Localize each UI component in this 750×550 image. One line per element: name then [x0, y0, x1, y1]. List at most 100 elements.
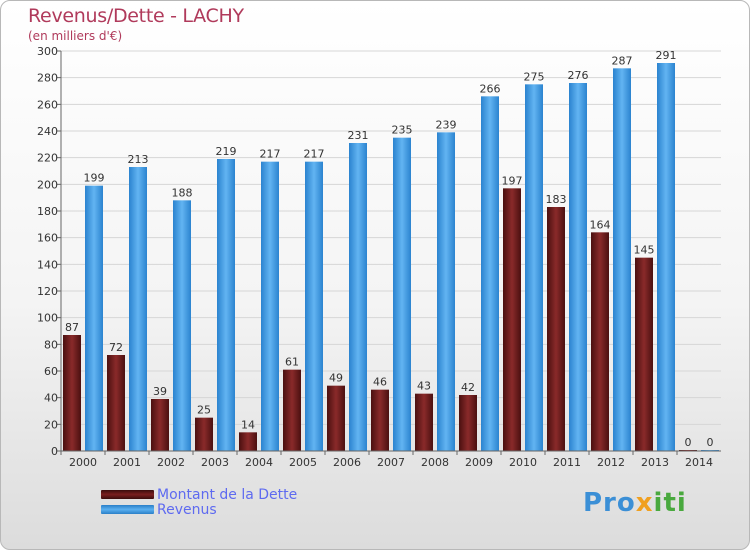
data-label: 0 — [707, 436, 714, 449]
data-label: 197 — [502, 174, 523, 187]
bar-revenue — [261, 161, 279, 451]
data-label: 266 — [480, 82, 501, 95]
bar-revenue — [217, 159, 235, 451]
y-tick-label: 220 — [37, 152, 58, 165]
y-tick-label: 160 — [37, 232, 58, 245]
bar-debt — [371, 389, 389, 451]
x-tick-label: 2010 — [509, 456, 537, 469]
bar-revenue — [657, 63, 675, 451]
legend: Montant de la Dette Revenus — [101, 486, 298, 518]
bar-debt — [283, 369, 301, 451]
x-tick-label: 2013 — [641, 456, 669, 469]
y-tick-label: 60 — [44, 365, 58, 378]
data-label: 25 — [197, 404, 211, 417]
x-axis: 2000 2001 2002 2003 2004 2005 2006 2007 2008 2009… — [60, 450, 721, 469]
y-tick-label: 260 — [37, 98, 58, 111]
bar-revenue — [481, 96, 499, 451]
y-tick-label: 40 — [44, 392, 58, 405]
data-label: 239 — [436, 118, 457, 131]
bar-debt — [107, 355, 125, 451]
bar-debt — [151, 399, 169, 451]
proxiti-logo: Proxiti — [583, 488, 687, 518]
data-label: 39 — [153, 385, 167, 398]
x-tick-label: 2001 — [113, 456, 141, 469]
x-tick-label: 2014 — [685, 456, 713, 469]
data-label: 43 — [417, 380, 431, 393]
data-label: 217 — [304, 148, 325, 161]
bar-debt — [503, 188, 521, 452]
y-tick-label: 120 — [37, 285, 58, 298]
bar-revenue — [613, 68, 631, 451]
data-label: 61 — [285, 356, 299, 369]
y-tick-label: 20 — [44, 418, 58, 431]
bar-revenue — [173, 200, 191, 451]
revenue-swatch — [101, 505, 154, 514]
data-label: 199 — [84, 172, 105, 185]
bar-debt — [591, 232, 609, 451]
data-label: 14 — [241, 418, 255, 431]
bar-debt — [415, 393, 433, 451]
y-tick-label: 180 — [37, 205, 58, 218]
data-label: 42 — [461, 381, 475, 394]
debt-swatch — [101, 490, 154, 499]
data-label: 49 — [329, 372, 343, 385]
chart-subtitle: (en milliers d'€) — [28, 29, 123, 43]
data-label: 87 — [65, 321, 79, 334]
x-tick-label: 2008 — [421, 456, 449, 469]
x-tick-label: 2003 — [201, 456, 229, 469]
x-tick-label: 2009 — [465, 456, 493, 469]
bar-revenue — [349, 143, 367, 451]
x-tick-label: 2004 — [245, 456, 273, 469]
y-tick-label: 100 — [37, 312, 58, 325]
bar-revenue — [393, 137, 411, 451]
data-label: 231 — [348, 129, 369, 142]
legend-item-debt: Montant de la Dette — [101, 486, 298, 503]
bar-debt — [635, 257, 653, 451]
data-label: 291 — [656, 49, 677, 62]
data-label: 183 — [546, 193, 567, 206]
bar-revenue — [305, 161, 323, 451]
bar-debt — [547, 207, 565, 451]
legend-label-revenue: Revenus — [157, 501, 217, 518]
x-tick-label: 2007 — [377, 456, 405, 469]
data-label: 46 — [373, 376, 387, 389]
y-tick-label: 280 — [37, 72, 58, 85]
bar-revenue — [129, 167, 147, 451]
bar-revenue — [525, 84, 543, 451]
bar-debt — [195, 417, 213, 451]
data-label: 287 — [612, 54, 633, 67]
x-tick-label: 2002 — [157, 456, 185, 469]
bar-debt — [327, 385, 345, 451]
data-label: 0 — [685, 436, 692, 449]
x-tick-label: 2000 — [69, 456, 97, 469]
y-tick-label: 0 — [51, 445, 58, 458]
chart-title: Revenus/Dette - LACHY — [28, 5, 244, 27]
bar-revenue — [569, 83, 587, 451]
data-label: 188 — [172, 186, 193, 199]
data-label: 275 — [524, 70, 545, 83]
data-label: 235 — [392, 124, 413, 137]
data-label: 145 — [634, 244, 655, 257]
data-label: 72 — [109, 341, 123, 354]
x-tick-label: 2005 — [289, 456, 317, 469]
legend-label-debt: Montant de la Dette — [157, 486, 298, 503]
y-tick-label: 140 — [37, 258, 58, 271]
data-label: 164 — [590, 218, 611, 231]
x-tick-label: 2011 — [553, 456, 581, 469]
data-label: 217 — [260, 148, 281, 161]
bar-revenue — [437, 132, 455, 452]
y-tick-label: 200 — [37, 178, 58, 191]
bar-debt — [239, 432, 257, 451]
legend-item-revenue: Revenus — [101, 501, 297, 518]
x-tick-label: 2006 — [333, 456, 361, 469]
y-tick-label: 300 — [37, 45, 58, 58]
data-label: 219 — [216, 145, 237, 158]
bars: 87 199 72 213 39 188 25 219 14 217 61 217 49 231 46 235… — [63, 49, 719, 452]
data-label: 213 — [128, 153, 149, 166]
data-label: 276 — [568, 69, 589, 82]
bar-debt — [63, 335, 81, 451]
y-axis: 0 20 40 60 80 100 120 140 160 180 200 220 240 260 280 3… — [37, 45, 62, 458]
grid-lines — [61, 50, 721, 452]
